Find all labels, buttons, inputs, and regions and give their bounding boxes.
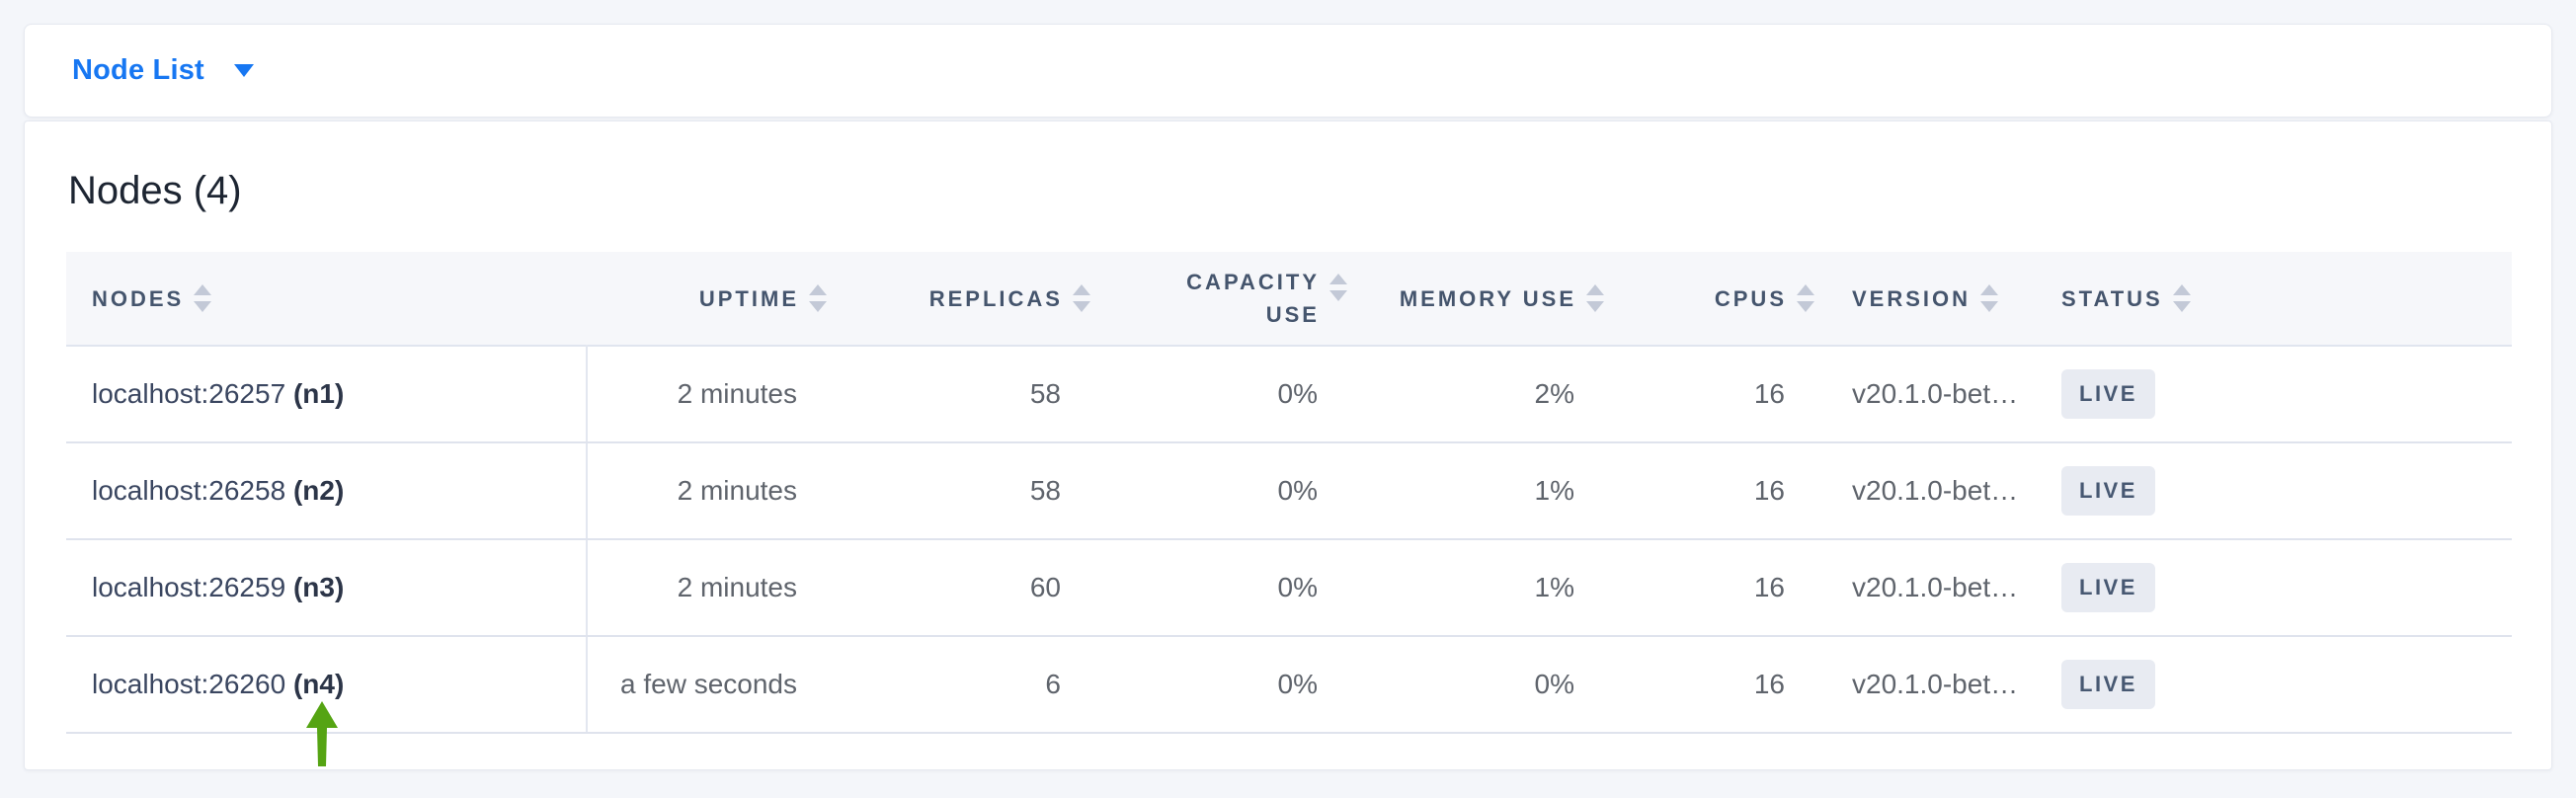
column-header-cpus[interactable]: CPUS: [1616, 252, 1826, 346]
memory-use-value: 1%: [1359, 539, 1616, 637]
column-header-nodes[interactable]: NODES: [66, 252, 587, 346]
uptime-value: 2 minutes: [587, 345, 839, 443]
table-header-row: NODES UPTIME REPLICAS: [66, 252, 2512, 346]
cpus-value: 16: [1616, 539, 1826, 637]
column-header-version[interactable]: VERSION: [1826, 252, 2036, 346]
uptime-value: a few seconds: [587, 636, 839, 734]
capacity-use-value: 0%: [1102, 442, 1359, 540]
capacity-use-value: 0%: [1102, 539, 1359, 637]
column-header-status[interactable]: STATUS: [2036, 252, 2512, 346]
status-badge: LIVE: [2061, 465, 2155, 517]
nodes-card: Nodes (4) NODES UPTIME: [24, 120, 2552, 770]
version-value: v20.1.0-bet…: [1826, 442, 2036, 540]
sort-icon[interactable]: [809, 284, 827, 312]
replicas-value: 58: [839, 345, 1102, 443]
column-header-memory-use[interactable]: MEMORY USE: [1359, 252, 1616, 346]
uptime-value: 2 minutes: [587, 442, 839, 540]
node-list-dropdown-label[interactable]: Node List: [72, 54, 204, 86]
view-selector-bar: Node List: [24, 24, 2552, 118]
node-address-link[interactable]: localhost:26259 (n3): [92, 572, 345, 602]
table-row[interactable]: localhost:26260 (n4) a few seconds 6 0% …: [66, 636, 2512, 734]
cpus-value: 16: [1616, 442, 1826, 540]
version-value: v20.1.0-bet…: [1826, 345, 2036, 443]
replicas-value: 58: [839, 442, 1102, 540]
sort-icon[interactable]: [1586, 284, 1604, 312]
memory-use-value: 1%: [1359, 442, 1616, 540]
version-value: v20.1.0-bet…: [1826, 636, 2036, 734]
table-row[interactable]: localhost:26259 (n3) 2 minutes 60 0% 1% …: [66, 539, 2512, 637]
sort-icon[interactable]: [1797, 284, 1814, 312]
replicas-value: 6: [839, 636, 1102, 734]
cpus-value: 16: [1616, 345, 1826, 443]
replicas-value: 60: [839, 539, 1102, 637]
node-address-link[interactable]: localhost:26258 (n2): [92, 475, 345, 506]
status-badge: LIVE: [2061, 659, 2155, 710]
sort-icon[interactable]: [1329, 274, 1347, 301]
page-title: Nodes (4): [68, 169, 242, 212]
memory-use-value: 2%: [1359, 345, 1616, 443]
column-header-uptime[interactable]: UPTIME: [587, 252, 839, 346]
status-badge: LIVE: [2061, 562, 2155, 613]
nodes-table: NODES UPTIME REPLICAS: [66, 252, 2512, 734]
node-address-link[interactable]: localhost:26257 (n1): [92, 378, 345, 409]
version-value: v20.1.0-bet…: [1826, 539, 2036, 637]
capacity-use-value: 0%: [1102, 636, 1359, 734]
caret-down-icon[interactable]: [233, 64, 254, 77]
table-row[interactable]: localhost:26257 (n1) 2 minutes 58 0% 2% …: [66, 345, 2512, 443]
sort-icon[interactable]: [194, 284, 212, 312]
capacity-use-value: 0%: [1102, 345, 1359, 443]
memory-use-value: 0%: [1359, 636, 1616, 734]
sort-icon[interactable]: [1073, 284, 1090, 312]
column-header-capacity-use[interactable]: CAPACITY USE: [1102, 252, 1359, 346]
table-row[interactable]: localhost:26258 (n2) 2 minutes 58 0% 1% …: [66, 442, 2512, 540]
node-address-link[interactable]: localhost:26260 (n4): [92, 669, 345, 699]
sort-icon[interactable]: [1980, 284, 1999, 312]
cpus-value: 16: [1616, 636, 1826, 734]
status-badge: LIVE: [2061, 368, 2155, 420]
annotation-arrow-up-icon: [306, 701, 338, 766]
node-list-dropdown[interactable]: Node List: [72, 54, 254, 87]
uptime-value: 2 minutes: [587, 539, 839, 637]
column-header-replicas[interactable]: REPLICAS: [839, 252, 1102, 346]
sort-icon[interactable]: [2172, 284, 2191, 312]
